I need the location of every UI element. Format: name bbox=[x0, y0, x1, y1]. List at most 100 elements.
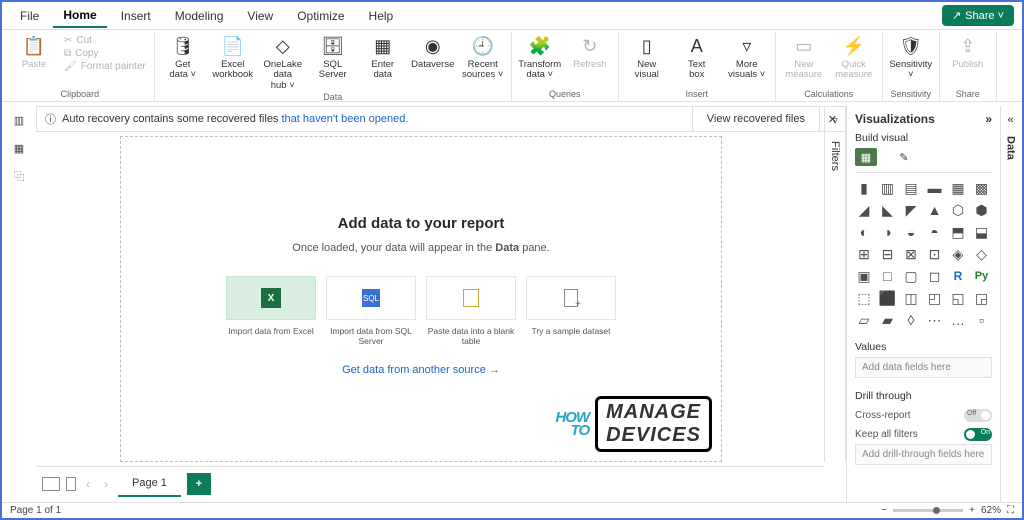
ribbon-btn[interactable]: 🧩Transformdata ˅ bbox=[518, 34, 562, 81]
viz-type-icon[interactable]: ◻ bbox=[926, 267, 944, 285]
prev-page-icon[interactable]: ‹ bbox=[82, 477, 94, 491]
expand-icon[interactable]: « bbox=[1007, 114, 1013, 126]
viz-type-icon[interactable]: ▩ bbox=[973, 179, 991, 197]
drill-dropzone[interactable]: Add drill-through fields here bbox=[855, 444, 992, 465]
viz-type-icon[interactable]: ◰ bbox=[926, 289, 944, 307]
viz-type-icon[interactable]: Py bbox=[973, 267, 991, 285]
viz-type-icon[interactable]: ▣ bbox=[855, 267, 873, 285]
viz-type-icon[interactable]: ⊠ bbox=[902, 245, 920, 263]
viz-type-icon[interactable]: ▲ bbox=[926, 201, 944, 219]
viz-type-icon[interactable]: ▮ bbox=[855, 179, 873, 197]
viz-type-icon[interactable]: ▥ bbox=[879, 179, 897, 197]
viz-type-icon[interactable]: ⊡ bbox=[926, 245, 944, 263]
viz-type-icon[interactable]: ▢ bbox=[902, 267, 920, 285]
viz-type-icon[interactable]: ◤ bbox=[902, 201, 920, 219]
viz-type-icon[interactable]: ▫ bbox=[973, 311, 991, 329]
zoom-slider[interactable] bbox=[893, 509, 963, 512]
ribbon-btn[interactable]: ↻Refresh bbox=[568, 34, 612, 70]
viz-type-icon[interactable]: ⬒ bbox=[949, 223, 967, 241]
viz-type-icon[interactable]: ⬚ bbox=[855, 289, 873, 307]
viz-type-icon[interactable]: ◲ bbox=[973, 289, 991, 307]
viz-type-icon[interactable]: ⬛ bbox=[879, 289, 897, 307]
format-painter-button[interactable]: 🖌 Format painter bbox=[62, 60, 148, 73]
data-source-card[interactable]: XImport data from Excel bbox=[226, 276, 316, 346]
menu-optimize[interactable]: Optimize bbox=[287, 5, 354, 27]
ribbon-btn[interactable]: ◇OneLake datahub ˅ bbox=[261, 34, 305, 91]
viz-type-icon[interactable]: ▬ bbox=[926, 179, 944, 197]
viz-type-icon[interactable]: ▱ bbox=[855, 311, 873, 329]
menu-insert[interactable]: Insert bbox=[111, 5, 161, 27]
ribbon-btn[interactable]: ATextbox bbox=[675, 34, 719, 81]
viz-type-icon[interactable]: ◢ bbox=[855, 201, 873, 219]
ribbon-btn[interactable]: ◉Dataverse bbox=[411, 34, 455, 70]
format-visual-tab[interactable]: ✎ bbox=[893, 148, 915, 166]
share-button[interactable]: ↗Share ˅ bbox=[942, 5, 1014, 26]
viz-type-icon[interactable]: ◒ bbox=[902, 223, 920, 241]
sensitivity-button[interactable]: 🛡Sensitivity˅ bbox=[889, 34, 933, 81]
paste-button[interactable]: 📋Paste bbox=[12, 34, 56, 70]
viz-type-icon[interactable]: ◇ bbox=[973, 245, 991, 263]
viz-type-icon[interactable]: ◊ bbox=[902, 311, 920, 329]
ribbon-btn[interactable]: ▿Morevisuals ˅ bbox=[725, 34, 769, 81]
page-tab[interactable]: Page 1 bbox=[118, 471, 181, 497]
table-view-icon[interactable]: ▦ bbox=[9, 140, 29, 156]
notice-link[interactable]: that haven't been opened. bbox=[282, 113, 409, 125]
ribbon-btn[interactable]: ⚡Quickmeasure bbox=[832, 34, 876, 81]
next-page-icon[interactable]: › bbox=[100, 477, 112, 491]
zoom-in-icon[interactable]: + bbox=[969, 505, 975, 516]
viz-type-icon[interactable]: ⋯ bbox=[926, 311, 944, 329]
cut-button[interactable]: ✂ Cut bbox=[62, 34, 148, 47]
ribbon-btn[interactable]: 🕘Recentsources ˅ bbox=[461, 34, 505, 81]
viz-type-icon[interactable]: ▰ bbox=[879, 311, 897, 329]
ribbon-btn[interactable]: 🛢Getdata ˅ bbox=[161, 34, 205, 81]
viz-type-icon[interactable]: ◑ bbox=[879, 223, 897, 241]
get-data-another-link[interactable]: Get data from another source → bbox=[342, 364, 500, 376]
data-source-card[interactable]: Paste data into a blank table bbox=[426, 276, 516, 346]
ribbon-btn[interactable]: 🗄SQLServer bbox=[311, 34, 355, 81]
add-page-button[interactable]: + bbox=[187, 473, 211, 495]
menu-modeling[interactable]: Modeling bbox=[165, 5, 234, 27]
viz-type-icon[interactable]: ⬢ bbox=[973, 201, 991, 219]
viz-type-icon[interactable]: ⊟ bbox=[879, 245, 897, 263]
ribbon-btn[interactable]: ▦Enterdata bbox=[361, 34, 405, 81]
cross-report-toggle[interactable]: Off bbox=[964, 409, 992, 422]
report-view-icon[interactable]: ▥ bbox=[9, 112, 29, 128]
ribbon-btn[interactable]: ▭Newmeasure bbox=[782, 34, 826, 81]
menu-help[interactable]: Help bbox=[359, 5, 404, 27]
viz-type-icon[interactable]: ▦ bbox=[949, 179, 967, 197]
data-source-card[interactable]: SQLImport data from SQL Server bbox=[326, 276, 416, 346]
menu-view[interactable]: View bbox=[237, 5, 283, 27]
viz-type-icon[interactable]: ◐ bbox=[855, 223, 873, 241]
ribbon-btn[interactable]: ▯Newvisual bbox=[625, 34, 669, 81]
viz-type-icon[interactable]: R bbox=[949, 267, 967, 285]
menu-home[interactable]: Home bbox=[53, 4, 106, 28]
filters-pane-collapsed[interactable]: ▿ Filters bbox=[824, 106, 846, 462]
data-source-card[interactable]: +Try a sample dataset bbox=[526, 276, 616, 346]
fit-page-icon[interactable]: ⛶ bbox=[1007, 505, 1014, 516]
data-pane-collapsed[interactable]: « Data bbox=[1000, 106, 1020, 502]
collapse-icon[interactable]: » bbox=[985, 112, 992, 126]
viz-type-icon[interactable]: □ bbox=[879, 267, 897, 285]
viz-type-icon[interactable]: … bbox=[949, 311, 967, 329]
mobile-layout-icon[interactable] bbox=[66, 477, 76, 491]
publish-button[interactable]: ⇪Publish bbox=[946, 34, 990, 70]
model-view-icon[interactable]: ⿻ bbox=[9, 168, 29, 184]
zoom-out-icon[interactable]: − bbox=[881, 505, 887, 516]
viz-type-icon[interactable]: ◱ bbox=[949, 289, 967, 307]
build-visual-tab[interactable]: ▦ bbox=[855, 148, 877, 166]
viz-type-icon[interactable]: ▤ bbox=[902, 179, 920, 197]
view-recovered-button[interactable]: View recovered files bbox=[692, 107, 819, 131]
viz-type-icon[interactable]: ◣ bbox=[879, 201, 897, 219]
ribbon-btn[interactable]: 📄Excelworkbook bbox=[211, 34, 255, 81]
viz-type-icon[interactable]: ⬡ bbox=[949, 201, 967, 219]
viz-type-icon[interactable]: ⬓ bbox=[973, 223, 991, 241]
viz-type-icon[interactable]: ◈ bbox=[949, 245, 967, 263]
viz-type-icon[interactable]: ◓ bbox=[926, 223, 944, 241]
copy-button[interactable]: ⧉ Copy bbox=[62, 47, 148, 60]
keep-filters-toggle[interactable]: On bbox=[964, 428, 992, 441]
desktop-layout-icon[interactable] bbox=[42, 477, 60, 491]
viz-type-icon[interactable]: ⊞ bbox=[855, 245, 873, 263]
values-dropzone[interactable]: Add data fields here bbox=[855, 357, 992, 378]
viz-type-icon[interactable]: ◫ bbox=[902, 289, 920, 307]
menu-file[interactable]: File bbox=[10, 5, 49, 27]
